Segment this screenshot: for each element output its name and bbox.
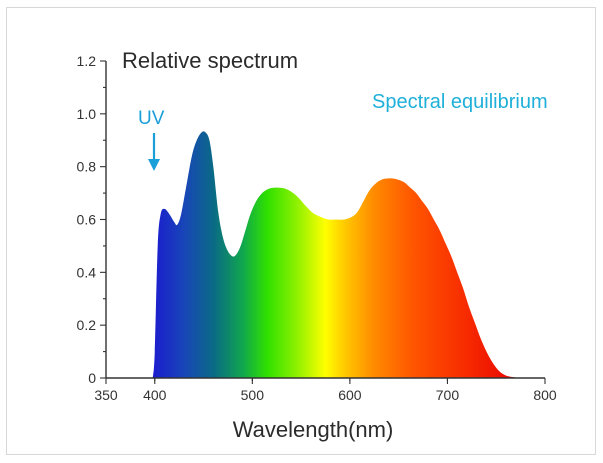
y-tick-label: 0.2 — [77, 317, 97, 333]
y-tick-label: 0.4 — [77, 264, 97, 280]
y-tick-label: 0.6 — [77, 212, 97, 228]
x-tick-label: 400 — [143, 387, 167, 403]
x-tick-label: 350 — [94, 387, 118, 403]
x-axis-label: Wavelength(nm) — [233, 417, 394, 442]
x-tick-label: 500 — [241, 387, 265, 403]
arrow-down-icon — [148, 133, 160, 171]
y-tick-label: 0.8 — [77, 159, 97, 175]
y-tick-label: 1.0 — [77, 106, 97, 122]
spectral-equilibrium-label: Spectral equilibrium — [372, 91, 548, 113]
y-tick-label: 1.2 — [77, 53, 97, 69]
x-tick-label: 600 — [338, 387, 362, 403]
uv-annotation-label: UV — [138, 108, 165, 129]
spectrum-area — [152, 131, 526, 378]
y-tick-label: 0 — [88, 370, 96, 386]
x-tick-label: 700 — [436, 387, 460, 403]
chart-title: Relative spectrum — [122, 48, 298, 73]
x-tick-label: 800 — [533, 387, 557, 403]
